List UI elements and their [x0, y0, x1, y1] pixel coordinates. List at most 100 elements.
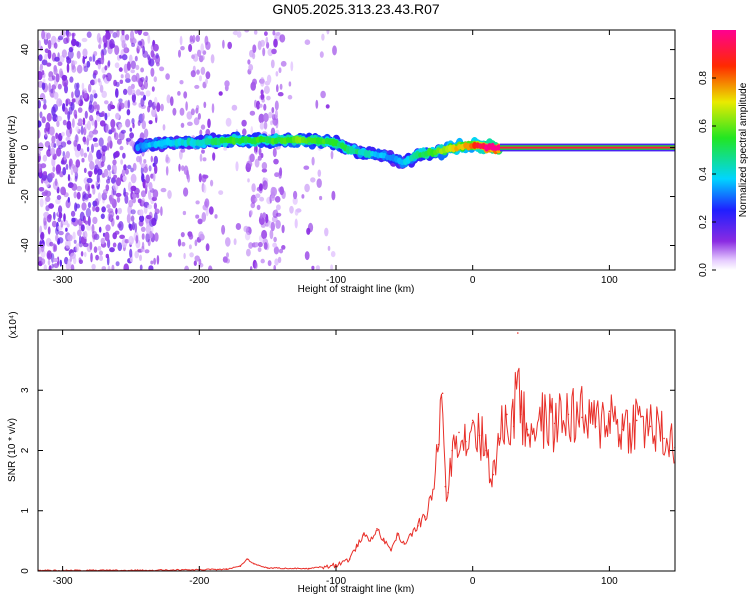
noise-speckle — [123, 263, 129, 270]
noise-speckle — [201, 55, 205, 61]
noise-speckle — [324, 227, 329, 237]
noise-speckle — [273, 236, 277, 243]
spectrogram-y-ticks: -40 -20 0 20 40 — [20, 44, 675, 253]
noise-speckle — [247, 59, 251, 65]
noise-speckle — [78, 257, 82, 263]
noise-speckle — [270, 59, 275, 69]
noise-speckle — [38, 70, 43, 81]
noise-speckle — [304, 183, 310, 193]
noise-speckle — [80, 125, 84, 136]
noise-speckle — [38, 39, 41, 49]
noise-speckle — [274, 196, 281, 203]
noise-speckle — [41, 30, 46, 40]
noise-speckle — [89, 114, 94, 122]
noise-speckle — [248, 242, 254, 249]
noise-speckle — [54, 178, 58, 186]
noise-speckle — [194, 255, 200, 262]
noise-speckle — [121, 54, 128, 61]
noise-speckle — [48, 71, 54, 79]
noise-speckle — [259, 196, 265, 202]
noise-speckle — [140, 77, 145, 82]
noise-speckle — [131, 42, 136, 48]
noise-speckle — [61, 49, 67, 58]
noise-speckle — [279, 167, 283, 177]
noise-speckle — [132, 162, 137, 171]
noise-speckle — [179, 80, 184, 85]
noise-speckle — [113, 132, 119, 140]
noise-speckle — [254, 158, 260, 168]
noise-speckle — [330, 251, 336, 258]
colorbar-ticks: 0.0 0.2 0.4 0.6 0.8 — [698, 71, 716, 277]
noise-speckle — [105, 253, 110, 259]
noise-speckle — [71, 183, 78, 191]
noise-speckle — [99, 120, 106, 127]
noise-speckle — [134, 222, 138, 233]
noise-speckle — [89, 93, 94, 104]
noise-speckle — [180, 148, 186, 153]
noise-speckle — [272, 242, 277, 248]
noise-speckle — [218, 190, 224, 196]
noise-speckle — [226, 252, 229, 258]
noise-speckle — [278, 248, 284, 254]
snr-data-point — [512, 425, 515, 428]
noise-speckle — [40, 163, 47, 169]
noise-speckle — [189, 252, 194, 258]
snr-data-point — [424, 516, 426, 518]
noise-speckle — [210, 54, 215, 64]
noise-speckle — [38, 142, 44, 152]
noise-speckle — [129, 54, 133, 63]
noise-speckle — [135, 89, 141, 96]
noise-speckle — [124, 72, 131, 80]
noise-speckle — [130, 30, 134, 39]
snr-data-point — [594, 425, 597, 428]
noise-speckle — [109, 247, 115, 253]
noise-speckle — [148, 58, 155, 67]
noise-speckle — [150, 155, 153, 163]
noise-speckle — [252, 44, 257, 53]
noise-speckle — [83, 230, 88, 240]
noise-speckle — [91, 143, 94, 153]
noise-speckle — [75, 159, 81, 168]
noise-speckle — [167, 190, 172, 199]
snr-data-point — [517, 332, 519, 334]
noise-speckle — [93, 246, 98, 254]
noise-speckle — [274, 258, 279, 266]
noise-speckle — [262, 212, 267, 219]
noise-speckle — [118, 123, 123, 128]
noise-speckle — [53, 211, 56, 221]
noise-speckle — [198, 258, 202, 266]
noise-speckle — [180, 122, 185, 128]
noise-speckle — [55, 132, 59, 139]
noise-speckle — [92, 137, 98, 142]
noise-speckle — [119, 79, 124, 85]
noise-speckle — [76, 191, 81, 200]
noise-speckle — [62, 187, 66, 196]
noise-speckle — [315, 265, 320, 270]
noise-speckle — [93, 142, 99, 148]
noise-speckle — [131, 118, 135, 125]
noise-speckle — [143, 80, 148, 90]
noise-speckle — [45, 190, 52, 197]
noise-speckle — [233, 238, 237, 246]
noise-speckle — [70, 252, 76, 259]
x-tick-label: 0 — [470, 576, 476, 587]
noise-speckle — [62, 219, 69, 226]
snr-frame — [37, 329, 676, 572]
noise-speckle — [123, 88, 128, 95]
noise-speckle — [39, 198, 44, 208]
noise-speckle — [148, 120, 153, 125]
noise-speckle — [38, 120, 42, 128]
noise-speckle — [270, 120, 273, 126]
figure-title: GN05.2025.313.23.43.R07 — [272, 1, 440, 17]
noise-speckle — [143, 159, 147, 164]
x-tick-label: -200 — [189, 275, 209, 286]
noise-speckle — [205, 243, 210, 252]
noise-speckle — [320, 90, 326, 99]
noise-speckle — [279, 83, 283, 90]
noise-speckle — [140, 226, 146, 232]
noise-speckle — [102, 48, 107, 56]
noise-speckle — [304, 251, 310, 261]
y-tick-label: 3 — [20, 387, 31, 393]
